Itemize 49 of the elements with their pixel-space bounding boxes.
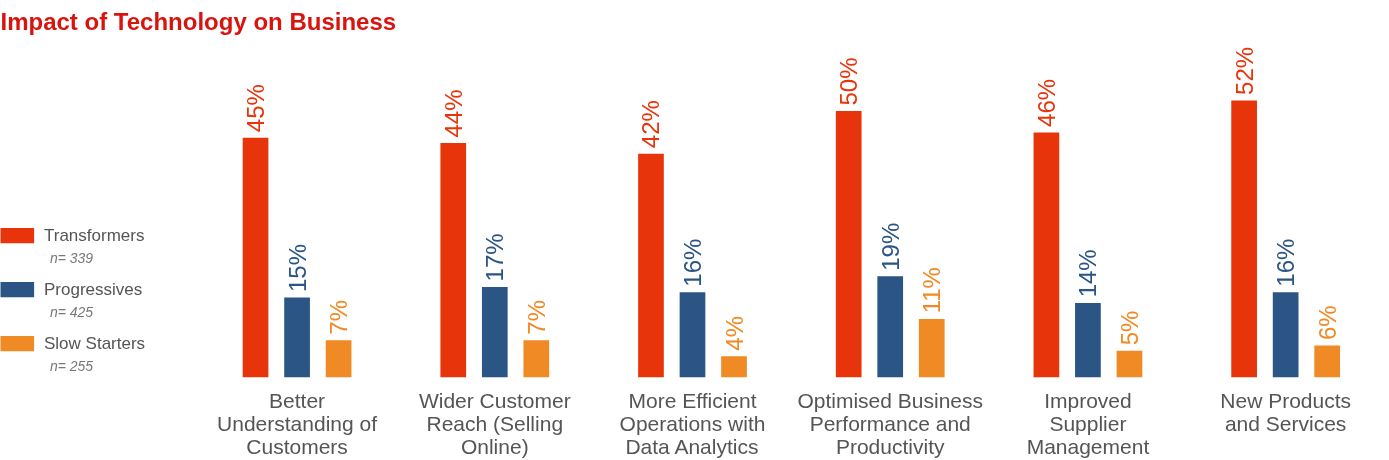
data-label: 45%: [242, 84, 270, 133]
text: n= 425: [49, 303, 94, 320]
bar: [523, 340, 550, 378]
bar: [721, 356, 747, 378]
chart-title: Impact of Technology on Business: [0, 7, 397, 35]
x-tick-label: Improved Supplier Management: [1026, 388, 1150, 458]
text: n= 255: [49, 357, 94, 374]
data-label: 52%: [1230, 46, 1258, 95]
data-label: 7%: [325, 299, 353, 335]
text: n= 339: [49, 249, 94, 266]
bar: [284, 297, 310, 378]
data-label: 19%: [876, 222, 904, 271]
data-label: 17%: [481, 233, 509, 282]
legend-label: Progressives: [44, 280, 143, 300]
data-label: 16%: [679, 238, 706, 287]
legend-label: Slow Starters: [44, 334, 146, 354]
data-label: 50%: [835, 57, 863, 106]
data-label: 44%: [439, 89, 467, 138]
data-label: 16%: [1272, 238, 1300, 287]
bar: [835, 111, 862, 378]
x-tick-label: More Efficient Operations with Data Analytics: [619, 388, 766, 458]
bar: [1075, 302, 1101, 378]
bar: [242, 137, 269, 378]
data-label: 46%: [1032, 78, 1060, 127]
bar: [918, 318, 945, 378]
bar: [1116, 350, 1143, 378]
x-tick-label: New Products and Services: [1220, 388, 1351, 435]
x-tick-label: Better Understanding of Customers: [217, 388, 378, 458]
bar: [1033, 132, 1060, 378]
data-label: 11%: [918, 267, 946, 314]
data-label: 6%: [1313, 305, 1341, 340]
legend-label: Transformers: [44, 226, 145, 246]
bar: [1231, 100, 1257, 378]
bar: [325, 340, 352, 378]
bar: [1272, 292, 1299, 378]
bar: [440, 143, 467, 378]
data-label: 5%: [1115, 310, 1143, 346]
x-tick-label: Optimised Business Performance and Productivity: [797, 388, 983, 458]
data-label: 14%: [1074, 249, 1102, 298]
data-label: 4%: [720, 315, 748, 351]
data-label: 7%: [522, 299, 550, 335]
bar: [638, 153, 664, 378]
data-label: 15%: [283, 243, 311, 293]
bar: [1314, 345, 1341, 378]
bar: [481, 286, 508, 378]
bar: [877, 276, 904, 378]
x-tick-label: Wider Customer Reach (Selling Online): [418, 388, 571, 458]
bar: [679, 292, 706, 378]
data-label: 42%: [637, 100, 665, 149]
